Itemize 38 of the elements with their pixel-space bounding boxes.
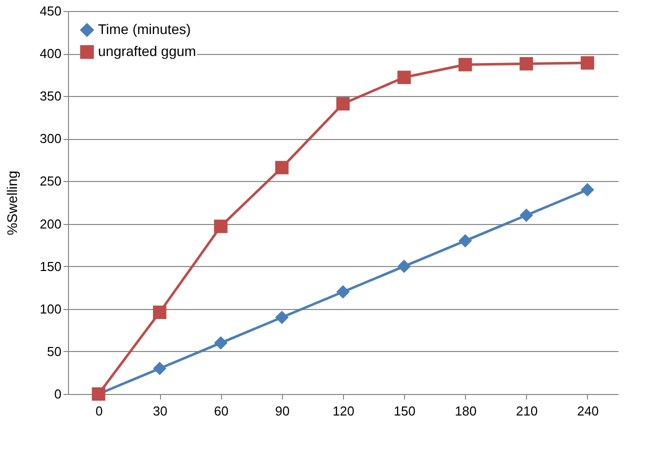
point	[580, 56, 594, 70]
point	[397, 260, 411, 274]
point	[520, 208, 534, 222]
point	[152, 362, 166, 376]
x-tick-label: 180	[454, 404, 477, 418]
point	[336, 97, 350, 110]
point	[152, 306, 166, 319]
point	[214, 336, 228, 350]
legend-label: Time (minutes)	[98, 21, 191, 37]
point	[214, 220, 228, 234]
point	[580, 183, 594, 196]
x-tick-label: 30	[152, 404, 168, 418]
point	[458, 234, 472, 248]
x-tick-label: 240	[577, 404, 599, 418]
x-tick-label: 90	[275, 404, 290, 418]
x-tick-label: 120	[332, 404, 354, 418]
point	[397, 70, 411, 84]
x-tick-label: 150	[394, 404, 416, 418]
legend-label: ungrafted ggum	[98, 43, 196, 59]
y-tick-label: 400	[40, 46, 62, 62]
point	[275, 310, 289, 324]
x-tick-label: 0	[95, 404, 103, 418]
y-tick-label: 200	[40, 216, 62, 232]
y-tick-label: 50	[47, 344, 62, 359]
y-tick-label: 450	[40, 4, 62, 18]
y-tick-label: 350	[40, 88, 62, 104]
x-tick-label: 210	[516, 404, 538, 418]
y-tick-label: 0	[54, 386, 62, 402]
point	[336, 285, 350, 299]
point	[520, 57, 534, 70]
y-tick-label: 250	[40, 174, 62, 189]
y-tick-label: 150	[40, 258, 62, 274]
point	[275, 160, 289, 174]
point	[458, 58, 472, 72]
y-axis-title: %Swelling	[4, 170, 20, 236]
y-tick-label: 100	[40, 301, 62, 316]
y-tick-label: 300	[40, 131, 62, 146]
x-tick-label: 60	[214, 404, 229, 418]
